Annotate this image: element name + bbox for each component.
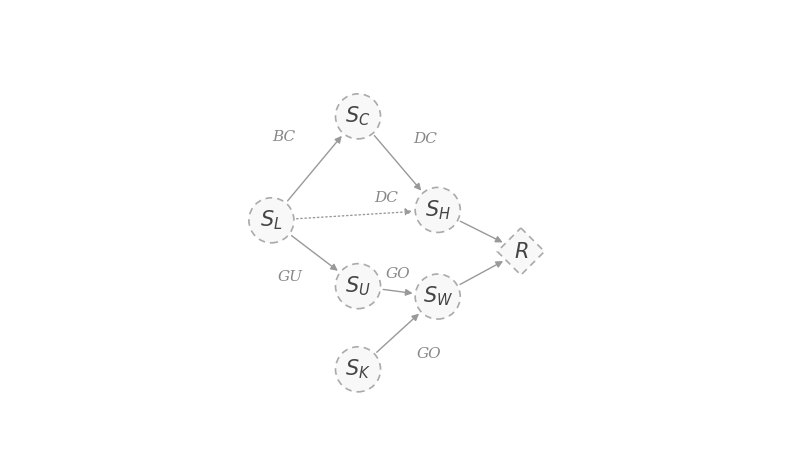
Text: $S_{W}$: $S_{W}$: [422, 285, 453, 308]
Circle shape: [335, 264, 381, 309]
Text: $S_{C}$: $S_{C}$: [346, 104, 370, 128]
Polygon shape: [498, 228, 545, 275]
Text: DC: DC: [374, 191, 398, 205]
Circle shape: [415, 274, 460, 319]
Text: $S_{H}$: $S_{H}$: [425, 198, 450, 222]
Circle shape: [249, 198, 294, 243]
Text: $S_{U}$: $S_{U}$: [345, 274, 371, 298]
Circle shape: [415, 187, 460, 233]
Circle shape: [335, 347, 381, 392]
Text: GU: GU: [278, 270, 303, 284]
Circle shape: [335, 94, 381, 139]
Text: GO: GO: [386, 267, 410, 281]
Text: $S_{K}$: $S_{K}$: [345, 357, 371, 381]
Text: DC: DC: [414, 132, 438, 146]
Text: BC: BC: [272, 130, 295, 144]
Text: $S_{L}$: $S_{L}$: [260, 208, 282, 232]
Text: GO: GO: [417, 346, 442, 361]
Text: $R$: $R$: [514, 242, 528, 261]
